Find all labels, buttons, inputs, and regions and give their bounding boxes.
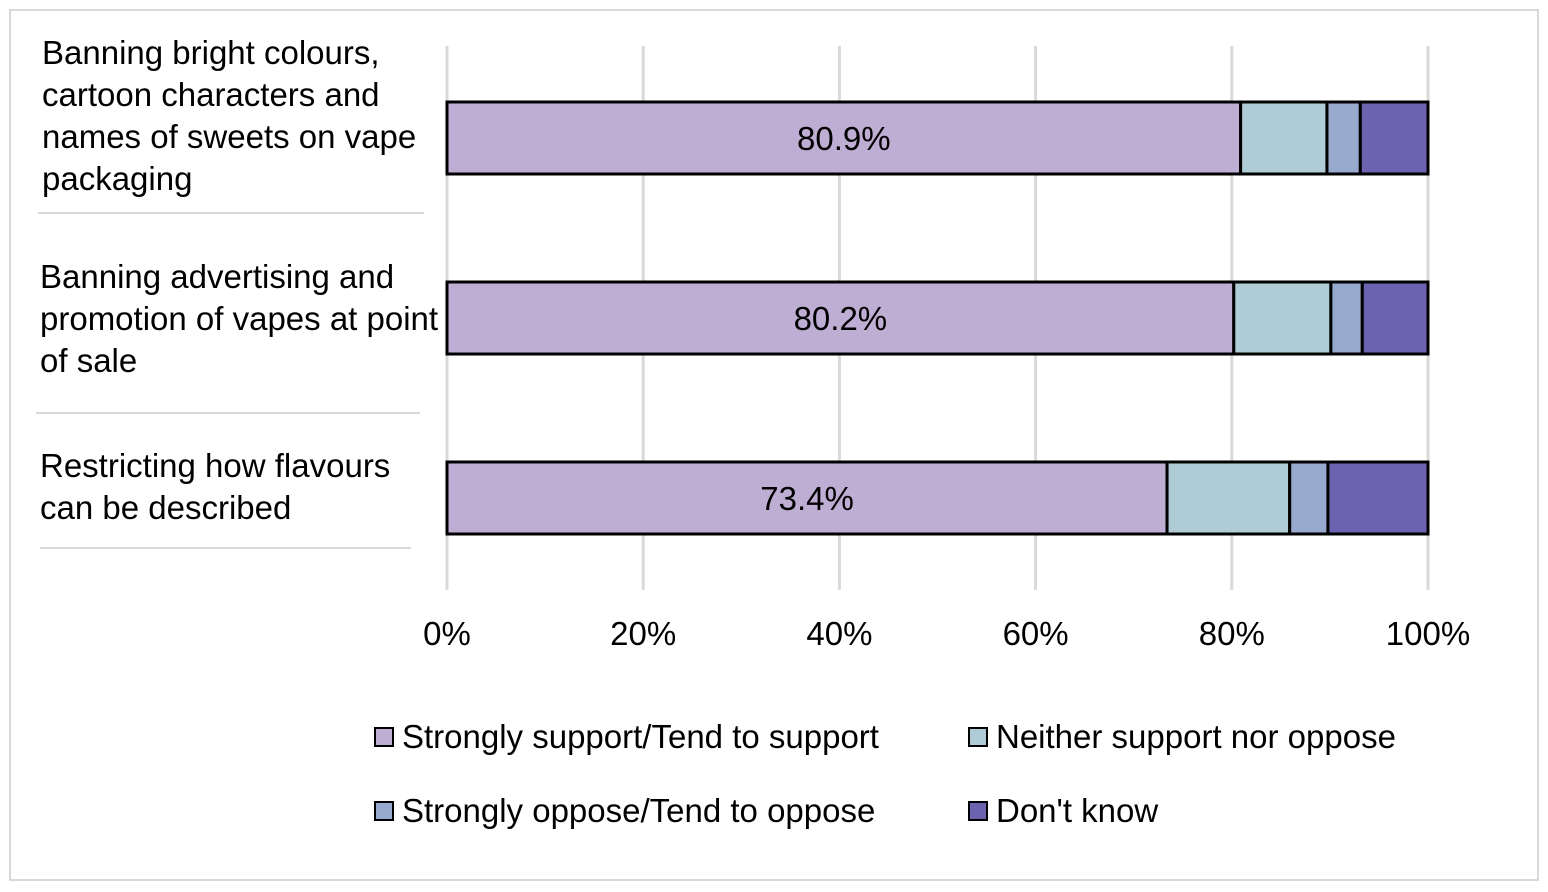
bar-segment-2-1	[1165, 460, 1292, 536]
bar-segment-1-0	[445, 280, 1236, 356]
data-label-1: 80.2%	[794, 300, 888, 337]
x-tick-label-0: 0%	[423, 615, 471, 652]
bar-segment-2-2	[1288, 460, 1330, 536]
legend-label-neither: Neither support nor oppose	[996, 718, 1396, 755]
legend-swatch-support	[374, 727, 394, 747]
legend-item-dont-know: Don't know	[968, 792, 1158, 830]
legend-item-support: Strongly support/Tend to support	[374, 718, 879, 756]
chart-frame	[9, 9, 1539, 881]
bar-segment-1-3	[1360, 280, 1430, 356]
bar-segment-0-0	[445, 100, 1243, 176]
legend-item-neither: Neither support nor oppose	[968, 718, 1396, 756]
bar-segment-0-2	[1325, 100, 1362, 176]
bar-segment-1-2	[1329, 280, 1364, 356]
data-label-0: 80.9%	[797, 120, 891, 157]
bar-segment-0-1	[1239, 100, 1329, 176]
x-tick-label-1: 20%	[610, 615, 676, 652]
category-label-packaging: Banning bright colours, cartoon characte…	[42, 34, 417, 197]
x-tick-label-5: 100%	[1386, 615, 1470, 652]
category-label-advertising: Banning advertising and promotion of vap…	[40, 258, 439, 379]
bar-segment-1-1	[1232, 280, 1333, 356]
category-label-flavours: Restricting how flavours can be describe…	[40, 447, 391, 526]
legend-label-support: Strongly support/Tend to support	[402, 718, 879, 755]
x-tick-label-4: 80%	[1199, 615, 1265, 652]
legend-swatch-oppose	[374, 801, 394, 821]
x-tick-label-3: 60%	[1003, 615, 1069, 652]
bar-segment-2-0	[445, 460, 1169, 536]
legend-label-oppose: Strongly oppose/Tend to oppose	[402, 792, 876, 829]
bar-segment-0-3	[1358, 100, 1430, 176]
legend-swatch-neither	[968, 727, 988, 747]
legend-swatch-dont-know	[968, 801, 988, 821]
bar-segment-2-3	[1326, 460, 1430, 536]
x-tick-label-2: 40%	[806, 615, 872, 652]
legend-item-oppose: Strongly oppose/Tend to oppose	[374, 792, 875, 830]
data-label-2: 73.4%	[760, 480, 854, 517]
legend-label-dont-know: Don't know	[996, 792, 1159, 829]
